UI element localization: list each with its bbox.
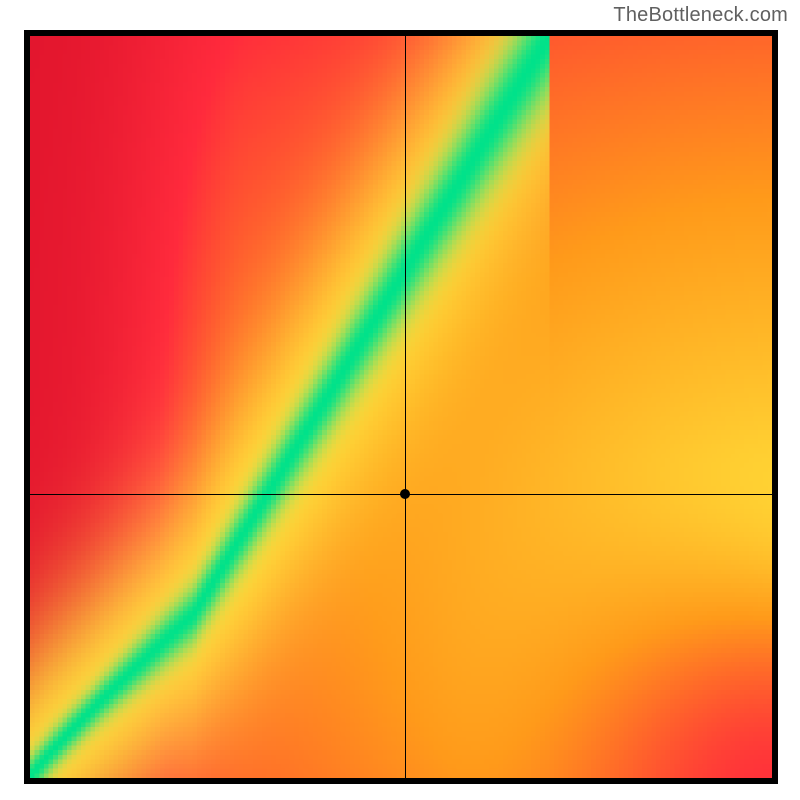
watermark-text: TheBottleneck.com xyxy=(613,4,788,27)
plot-frame xyxy=(24,30,778,784)
crosshair-vertical xyxy=(405,36,406,778)
bottleneck-heatmap xyxy=(30,36,772,778)
marker-dot xyxy=(400,489,410,499)
figure-container: TheBottleneck.com xyxy=(0,0,800,800)
